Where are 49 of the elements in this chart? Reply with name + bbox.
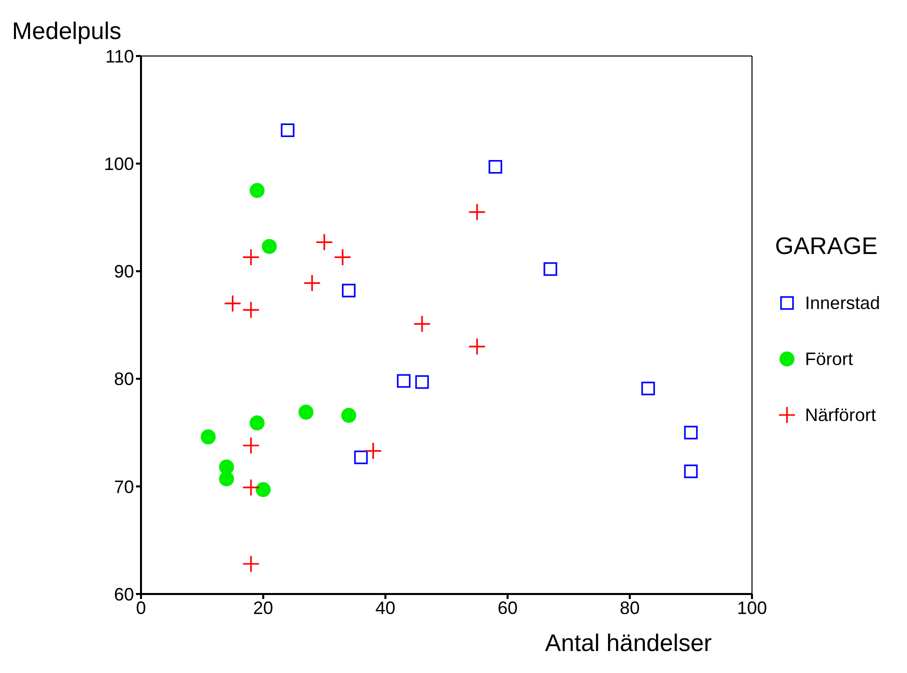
- y-tick-label: 90: [114, 262, 134, 282]
- point: [256, 482, 271, 498]
- point: [250, 415, 265, 430]
- y-tick-label: 80: [114, 369, 134, 390]
- point: [242, 248, 260, 266]
- point: [468, 203, 486, 221]
- legend-title: GARAGE: [775, 233, 879, 261]
- y-tick-label: 110: [105, 46, 134, 66]
- point: [303, 274, 321, 292]
- x-tick-label: 20: [253, 598, 274, 618]
- x-tick-label: 60: [498, 598, 518, 618]
- point: [316, 233, 334, 251]
- point: [413, 315, 431, 333]
- point: [544, 262, 558, 276]
- legend-label: Förort: [805, 348, 854, 370]
- x-tick-label: 80: [620, 598, 640, 618]
- point: [242, 436, 260, 454]
- legend-label: Innerstad: [805, 292, 880, 314]
- point: [200, 429, 216, 444]
- point: [219, 471, 234, 486]
- point: [342, 284, 356, 298]
- point: [298, 404, 314, 420]
- point: [224, 294, 242, 312]
- x-tick-label: 0: [136, 598, 146, 618]
- y-axis-title: Medelpuls: [12, 18, 122, 46]
- point: [415, 375, 429, 389]
- point: [242, 301, 260, 319]
- legend-label: Närförort: [805, 404, 876, 426]
- x-tick-label: 40: [375, 598, 396, 618]
- x-axis-title: Antal händelser: [545, 630, 712, 658]
- point: [334, 248, 352, 266]
- point: [250, 183, 265, 198]
- point: [684, 426, 698, 440]
- y-tick-label: 70: [114, 476, 134, 497]
- point: [364, 442, 382, 460]
- point: [468, 338, 486, 356]
- point: [684, 464, 698, 478]
- point: [641, 382, 655, 396]
- y-tick-label: 100: [104, 154, 134, 174]
- point: [396, 374, 411, 388]
- point: [354, 450, 368, 464]
- point: [262, 238, 277, 254]
- point: [488, 160, 502, 174]
- y-tick-label: 60: [114, 584, 134, 604]
- point: [242, 478, 260, 496]
- x-tick-label: 100: [736, 598, 768, 618]
- point: [341, 408, 356, 423]
- point: [280, 123, 294, 138]
- point: [242, 555, 260, 573]
